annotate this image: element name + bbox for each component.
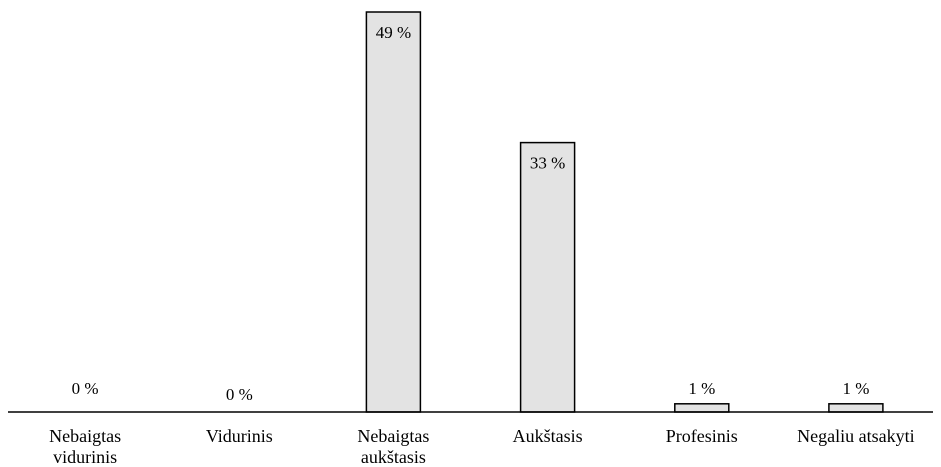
x-tick-label-line: Nebaigtas: [357, 426, 429, 446]
bar-3: [519, 141, 576, 413]
x-tick-label-4: Profesinis: [666, 426, 738, 446]
data-label-5: 1 %: [842, 379, 869, 398]
x-tick-label-3: Aukštasis: [513, 426, 583, 446]
data-label-1: 0 %: [226, 385, 253, 404]
x-tick-label-line: Vidurinis: [206, 426, 273, 446]
bar-5: [828, 403, 884, 413]
x-tick-label-line: Nebaigtas: [49, 426, 121, 446]
x-tick-label-line: Aukštasis: [513, 426, 583, 446]
x-tick-label-line: Negaliu atsakyti: [797, 426, 914, 446]
bar-4: [674, 403, 730, 413]
x-tick-label-0: Nebaigtas vidurinis: [49, 426, 121, 467]
data-label-2: 49 %: [376, 23, 411, 42]
data-label-0: 0 %: [72, 379, 99, 398]
data-label-4: 1 %: [688, 379, 715, 398]
x-tick-label-line: vidurinis: [53, 447, 117, 467]
data-labels-group: 0 % 0 % 49 % 33 % 1 % 1 %: [72, 23, 870, 404]
x-tick-label-line: Profesinis: [666, 426, 738, 446]
x-tick-label-line: aukštasis: [361, 447, 426, 467]
x-tick-label-2: Nebaigtas aukštasis: [357, 426, 429, 467]
x-tick-label-5: Negaliu atsakyti: [797, 426, 914, 446]
data-label-3: 33 %: [530, 154, 565, 173]
bars-group: [365, 11, 884, 413]
bar-2: [365, 11, 422, 413]
x-tick-label-1: Vidurinis: [206, 426, 273, 446]
